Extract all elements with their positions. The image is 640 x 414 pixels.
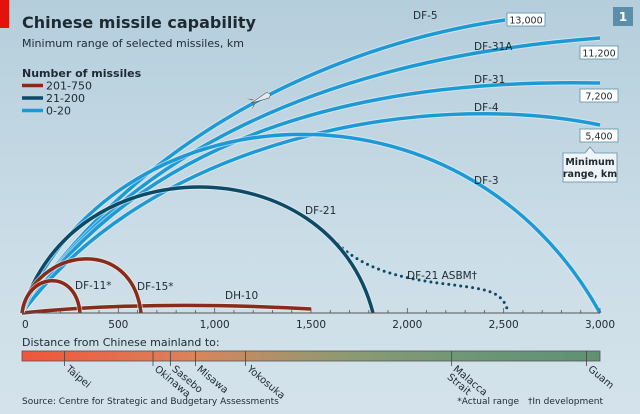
footnote-actual-range: *Actual range xyxy=(457,397,519,407)
chart-number-badge xyxy=(613,7,633,26)
value-label-df-5: 13,000 xyxy=(509,16,542,27)
brand-red-tab xyxy=(0,0,9,28)
value-box-df-31 xyxy=(579,88,619,103)
value-label-df-4: 5,400 xyxy=(585,132,612,143)
arc-df-21-asbm xyxy=(336,242,510,315)
legend-label: 201-750 xyxy=(46,80,92,93)
distance-gradient-bar xyxy=(21,350,601,362)
source: Source: Centre for Strategic and Budgeta… xyxy=(22,397,279,407)
callout-line1: Minimum xyxy=(565,157,614,168)
chart-title: Chinese missile capability xyxy=(22,13,256,32)
rocket-icon xyxy=(246,92,271,110)
x-tick-label: 2,000 xyxy=(392,319,422,331)
legend-title: Number of missiles xyxy=(22,67,142,80)
series-label-df-31a: DF-31A xyxy=(474,41,513,53)
series-label-df-21: DF-21 xyxy=(305,205,336,217)
x-tick-label: 1,000 xyxy=(200,319,230,331)
legend-label: 21-200 xyxy=(46,92,85,105)
series-label-df-5: DF-5 xyxy=(413,10,438,22)
legend-label: 0-20 xyxy=(46,105,71,118)
minimum-range-callout: Minimum range, km xyxy=(562,146,618,183)
distance-bar-label: Distance from Chinese mainland to: xyxy=(22,336,220,349)
value-label-df-31a: 11,200 xyxy=(582,49,615,60)
chart-subtitle: Minimum range of selected missiles, km xyxy=(22,37,244,50)
series-label-df-3: DF-3 xyxy=(474,175,499,187)
callout-line2: range, km xyxy=(563,169,617,180)
x-tick-label: 2,500 xyxy=(489,319,519,331)
value-box-df-31a xyxy=(579,45,619,60)
arc-df-4 xyxy=(20,112,601,315)
arc-df-31 xyxy=(20,80,601,314)
series-label-df-31: DF-31 xyxy=(474,74,505,86)
arc-df-21 xyxy=(20,185,375,314)
series-label-df-11: DF-11* xyxy=(75,280,112,292)
chart-number: 1 xyxy=(619,10,627,24)
arc-dh-10 xyxy=(21,303,312,315)
value-box-df-5 xyxy=(506,12,546,27)
series-label-df-4: DF-4 xyxy=(474,102,499,114)
series-label-df-15: DF-15* xyxy=(137,281,174,293)
x-tick-label: 3,000 xyxy=(585,319,615,331)
x-tick-label: 1,500 xyxy=(296,319,326,331)
x-tick-label: 0 xyxy=(22,319,29,331)
series-label-dh-10: DH-10 xyxy=(225,290,258,302)
value-box-df-4 xyxy=(579,128,619,143)
series-label-df-21-asbm: DF-21 ASBM† xyxy=(407,270,477,282)
x-tick-label: 500 xyxy=(108,319,128,331)
arc-df-11 xyxy=(20,279,82,314)
value-label-df-31: 7,200 xyxy=(585,92,612,103)
footnote-in-development: †In development xyxy=(528,397,604,407)
